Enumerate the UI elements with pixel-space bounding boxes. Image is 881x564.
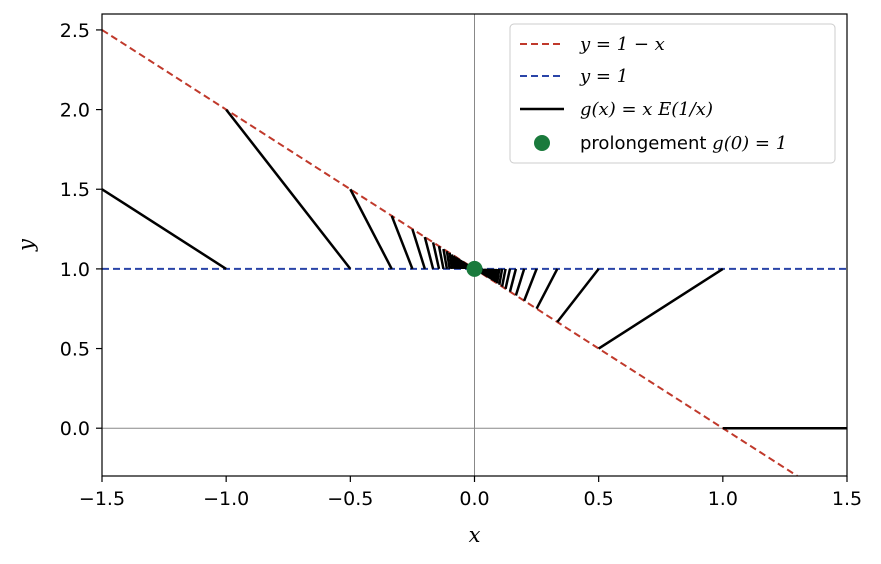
y-tick-label: 2.0 bbox=[60, 100, 90, 122]
g-segment-pos-13 bbox=[490, 268, 495, 281]
g-segment-neg-11 bbox=[448, 252, 454, 270]
legend-label-math: g(0) = 1 bbox=[712, 133, 787, 154]
g-segment-neg-3 bbox=[349, 188, 393, 270]
legend-label-math: y = 1 bbox=[579, 66, 628, 87]
plot-area bbox=[102, 14, 847, 476]
y-tick-label: 1.5 bbox=[60, 179, 90, 201]
g-segment-neg-13 bbox=[452, 255, 457, 270]
legend-label: y = 1 bbox=[579, 66, 628, 87]
y-tick-label: 1.0 bbox=[60, 259, 90, 281]
g-segment-neg-9 bbox=[442, 248, 449, 270]
g-segment-neg-6 bbox=[423, 236, 435, 270]
legend-label-text: prolongement bbox=[580, 133, 712, 154]
g-segment-pos-5 bbox=[514, 268, 526, 296]
y-tick-label: 0.0 bbox=[60, 418, 90, 440]
legend-swatch-marker bbox=[534, 135, 550, 151]
g-segment-pos-12 bbox=[492, 268, 497, 282]
g-segment-neg-2 bbox=[225, 108, 352, 270]
legend-label: g(x) = x E(1/x) bbox=[580, 99, 713, 120]
x-tick-label: 0.0 bbox=[459, 488, 489, 510]
g-segment-pos-9 bbox=[498, 268, 504, 286]
axes: −1.5 −1.0 −0.5 0.0 0.5 1.0 1.5 0.0 0.5 1.0 1.5 2.0 2… bbox=[14, 13, 862, 547]
legend: y = 1 − x y = 1 g(x) = x E(1/x) prolongemen… bbox=[509, 23, 836, 164]
g-segment-pos-4 bbox=[523, 268, 538, 302]
x-tick-label: −0.5 bbox=[327, 488, 373, 510]
g-segment-pos-11 bbox=[493, 268, 499, 283]
g-segment-neg-8 bbox=[437, 245, 445, 270]
x-axis-label: x bbox=[469, 523, 481, 547]
g-segment-neg-10 bbox=[445, 251, 451, 270]
g-segment-pos-6 bbox=[508, 268, 518, 292]
legend-label-math: g(x) = x E(1/x) bbox=[580, 99, 713, 120]
y-tick-label: 2.5 bbox=[60, 20, 90, 42]
x-tick-label: −1.5 bbox=[79, 488, 125, 510]
g-segment-pos-8 bbox=[500, 268, 507, 287]
x-tick-label: 1.5 bbox=[832, 488, 862, 510]
legend-box bbox=[509, 23, 836, 164]
y-axis-label: y bbox=[14, 238, 38, 252]
x-tick-label: 0.5 bbox=[584, 488, 614, 510]
legend-label: y = 1 − x bbox=[579, 34, 665, 55]
g-segment-neg-7 bbox=[431, 242, 441, 270]
g-segment-neg-4 bbox=[390, 215, 414, 270]
g-segment-neg-12 bbox=[450, 254, 456, 270]
g-segment-pos-3 bbox=[535, 268, 559, 310]
g-segment-n-1 bbox=[102, 188, 227, 270]
g-segment-pos-7 bbox=[504, 268, 512, 290]
y-tick-label: 0.5 bbox=[60, 339, 90, 361]
g-segment-pos-1 bbox=[597, 267, 724, 350]
marker-g0-point bbox=[466, 260, 483, 277]
legend-label-math: y = 1 − x bbox=[579, 34, 665, 55]
x-tick-label: −1.0 bbox=[203, 488, 249, 510]
g-segment-pos-2 bbox=[556, 268, 600, 323]
g-segment-neg-5 bbox=[411, 228, 427, 270]
g-segment-pos-10 bbox=[495, 268, 501, 284]
x-tick-label: 1.0 bbox=[708, 488, 738, 510]
legend-label: prolongement g(0) = 1 bbox=[580, 133, 787, 154]
